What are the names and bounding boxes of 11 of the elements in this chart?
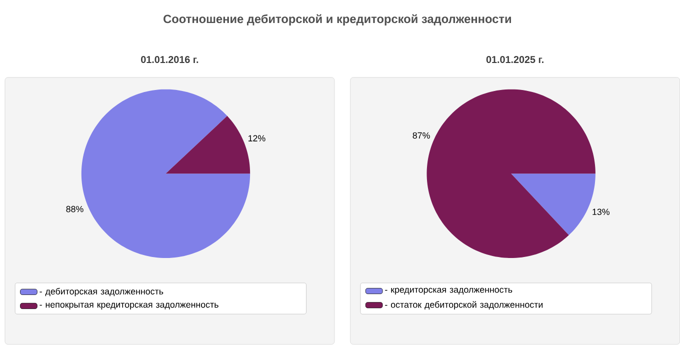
- text: Соотношение дебиторской и кредиторской задолженности: [164, 14, 511, 26]
- chart-subtitle: 01.01.2016 г.: [141, 56, 198, 63]
- legend-label: - дебиторская задолженность: [40, 288, 164, 296]
- legend-label: - непокрытая кредиторская задолженность: [40, 302, 218, 310]
- data-label: 12%: [248, 134, 266, 142]
- legend-label: - остаток дебиторской задолженности: [385, 300, 543, 310]
- legend-label: - кредиторская задолженность: [385, 288, 512, 294]
- chart-subtitle: 01.01.2025 г.: [486, 56, 544, 63]
- data-label: 88%: [66, 206, 84, 212]
- data-label: 13%: [592, 208, 610, 215]
- data-label: 87%: [412, 132, 430, 138]
